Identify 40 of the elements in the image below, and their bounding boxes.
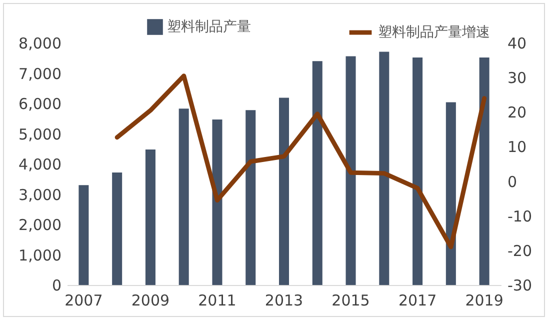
y-tick-label: 4,000 [18,156,62,174]
legend-label: 塑料制品产量 [167,19,251,35]
bar [312,61,322,285]
bar [278,98,290,285]
y-tick-label: 3,000 [18,186,62,204]
y-tick-label: 7,000 [18,64,62,83]
x-tick-label: 2019 [465,292,504,310]
bar [78,185,89,285]
bar [379,52,390,285]
bar [145,149,156,285]
bar [246,110,256,285]
y-tick-label: 1,000 [18,246,62,264]
y2-tick-label: -10 [508,207,532,226]
bar [479,58,490,285]
y2-tick-label: 40 [508,34,527,52]
y-tick-label: 6,000 [18,95,62,113]
y2-tick-label: 30 [508,69,527,88]
bar [446,102,456,285]
x-tick-label: 2017 [398,292,437,310]
bar [178,108,189,285]
bar [212,120,222,285]
y-tick-label: 5,000 [18,125,62,144]
y2-tick-label: -30 [508,276,532,294]
line-series [114,74,487,250]
y2-tick-label: 0 [508,172,518,191]
y-tick-label: 8,000 [18,34,62,52]
x-tick-label: 2009 [131,292,170,310]
bar [412,58,423,285]
y-tick-label: 2,000 [18,216,62,234]
x-tick-label: 2013 [264,292,304,310]
y2-tick-label: -20 [508,242,532,260]
x-tick-label: 2015 [332,292,370,310]
legend-label: 塑料制品产量增速 [378,24,490,40]
y2-tick-label: 10 [508,138,527,156]
y-tick-label: 0 [52,276,62,294]
x-tick-label: 2007 [64,292,103,310]
x-tick-label: 2011 [198,292,236,310]
bar [346,56,356,285]
bar [112,172,122,285]
y2-tick-label: 20 [508,104,527,122]
